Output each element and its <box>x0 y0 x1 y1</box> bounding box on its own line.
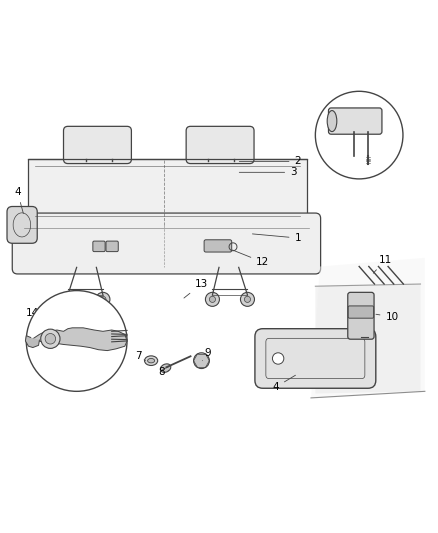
Circle shape <box>100 296 106 302</box>
FancyBboxPatch shape <box>328 108 382 134</box>
Circle shape <box>26 290 127 391</box>
Text: 9: 9 <box>202 348 212 361</box>
Polygon shape <box>311 258 425 398</box>
Circle shape <box>61 292 75 306</box>
Polygon shape <box>33 328 127 351</box>
Ellipse shape <box>327 110 337 132</box>
Text: 12: 12 <box>233 250 269 267</box>
Text: 5: 5 <box>318 117 332 127</box>
Text: 8: 8 <box>159 367 169 377</box>
Text: 3: 3 <box>239 167 297 177</box>
Circle shape <box>240 292 254 306</box>
FancyBboxPatch shape <box>93 241 105 252</box>
Text: 11: 11 <box>373 255 392 273</box>
Ellipse shape <box>148 359 155 363</box>
FancyBboxPatch shape <box>186 126 254 164</box>
Polygon shape <box>28 159 307 225</box>
Circle shape <box>244 296 251 302</box>
FancyBboxPatch shape <box>348 306 374 318</box>
Polygon shape <box>18 223 315 266</box>
FancyBboxPatch shape <box>255 329 376 388</box>
Polygon shape <box>25 336 39 348</box>
FancyBboxPatch shape <box>12 213 321 274</box>
Text: 1: 1 <box>252 233 301 243</box>
Text: 7: 7 <box>134 351 145 361</box>
Text: 13: 13 <box>184 279 208 298</box>
FancyBboxPatch shape <box>204 240 232 252</box>
Ellipse shape <box>145 356 158 366</box>
Text: 14: 14 <box>26 309 39 327</box>
Text: 10: 10 <box>376 312 399 322</box>
Circle shape <box>205 292 219 306</box>
Circle shape <box>45 334 56 344</box>
FancyBboxPatch shape <box>7 206 37 243</box>
Ellipse shape <box>160 364 171 373</box>
Circle shape <box>41 329 60 349</box>
Text: 4: 4 <box>272 375 296 392</box>
FancyBboxPatch shape <box>106 241 118 252</box>
FancyBboxPatch shape <box>64 126 131 164</box>
Circle shape <box>65 296 71 302</box>
Circle shape <box>194 353 209 368</box>
Circle shape <box>209 296 215 302</box>
Circle shape <box>272 353 284 364</box>
Text: 15: 15 <box>50 346 64 360</box>
Text: 4: 4 <box>14 187 23 213</box>
FancyBboxPatch shape <box>348 292 374 339</box>
Text: 2: 2 <box>239 156 301 166</box>
Text: 6: 6 <box>375 149 396 158</box>
Circle shape <box>315 91 403 179</box>
Polygon shape <box>315 284 420 393</box>
Circle shape <box>96 292 110 306</box>
Text: 16: 16 <box>94 310 112 327</box>
